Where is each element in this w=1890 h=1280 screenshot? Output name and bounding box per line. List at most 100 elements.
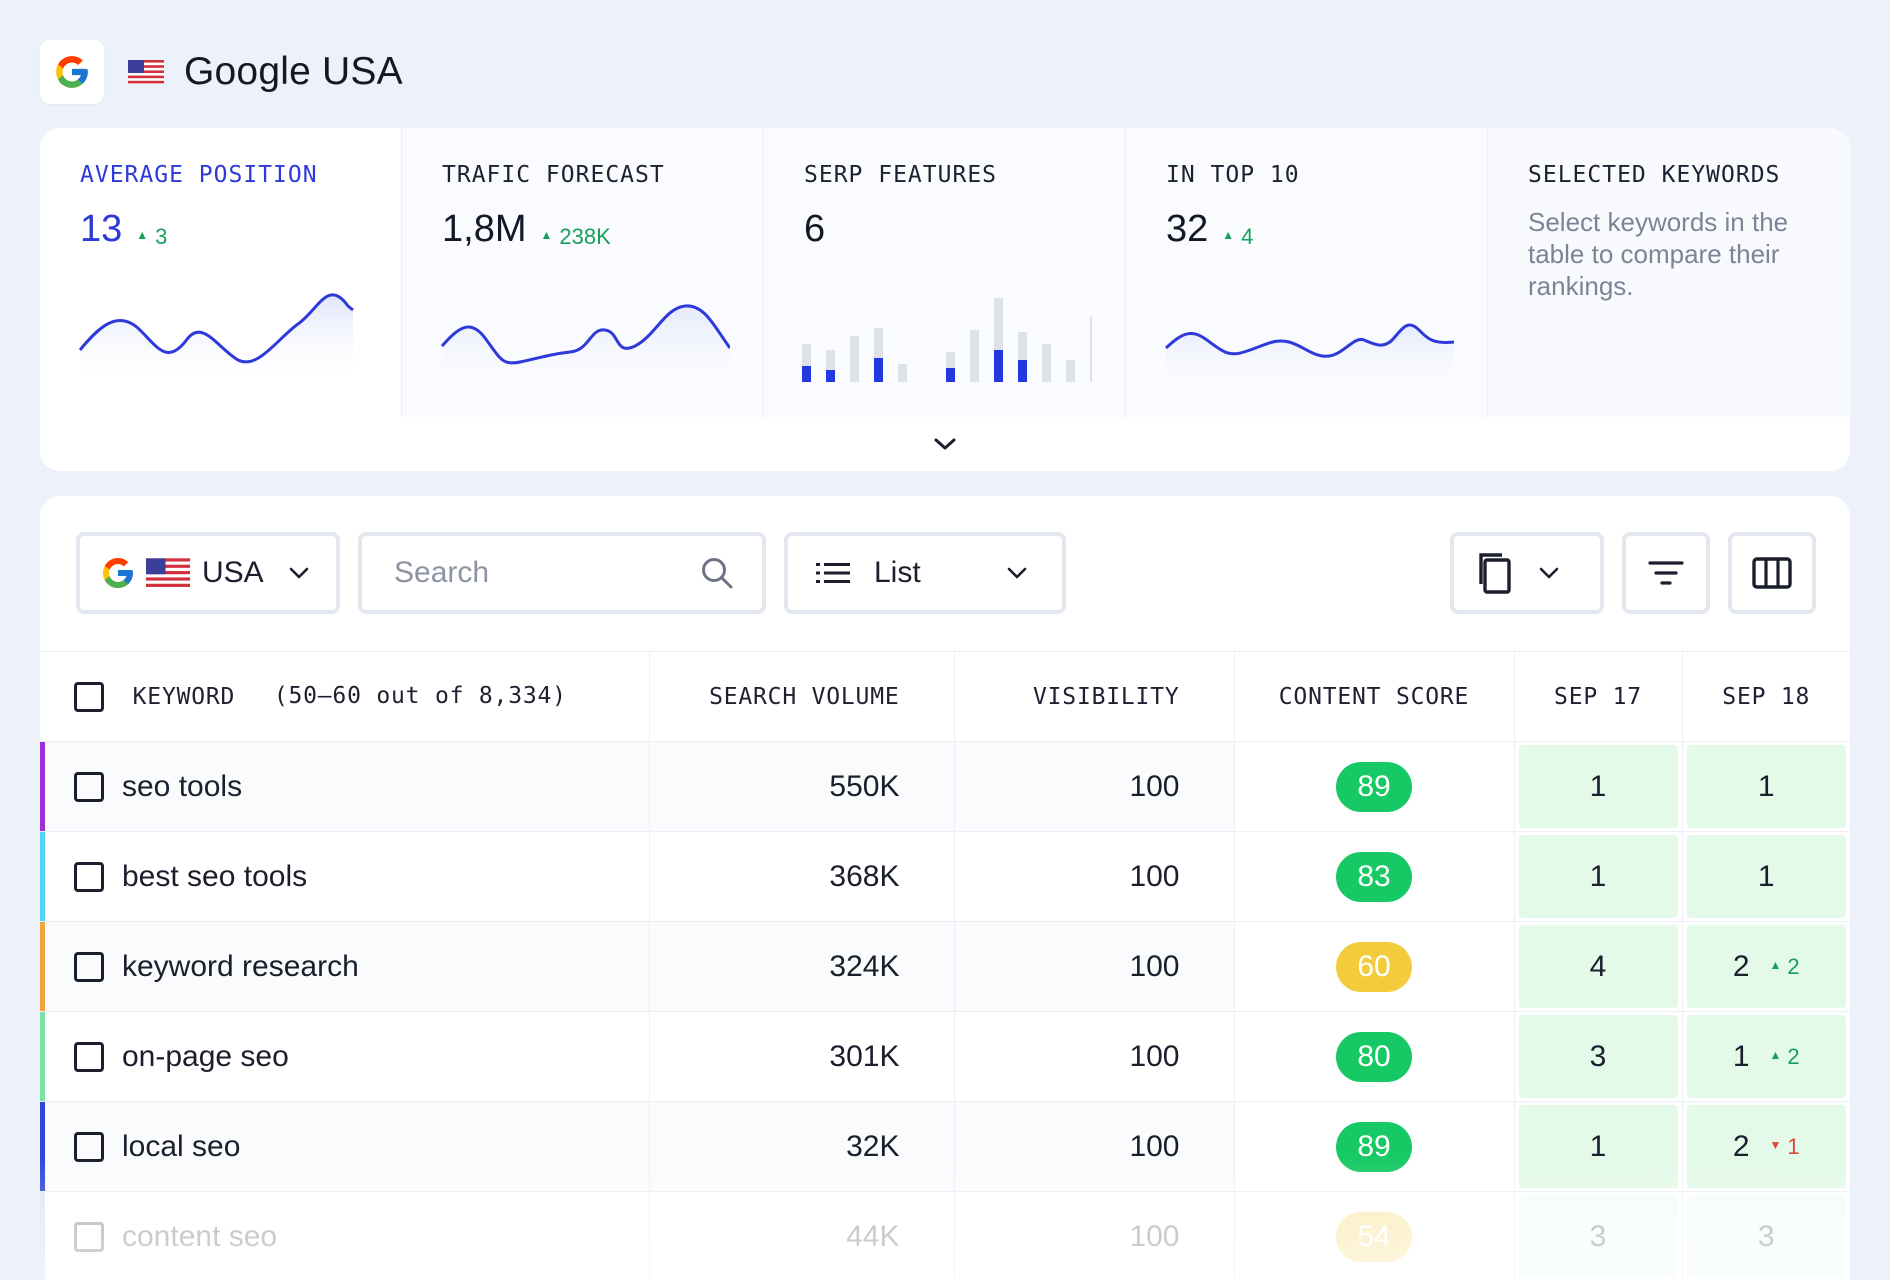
keyword-text: on-page seo [122, 1040, 289, 1074]
triangle-up-icon: ▲ [540, 228, 553, 242]
search-icon[interactable] [700, 556, 734, 590]
rank-sep-18-cell: 2 ▲ 2 [1682, 921, 1850, 1012]
copy-button[interactable] [1450, 532, 1604, 614]
content-score-cell: 83 [1234, 831, 1515, 922]
filter-icon [1648, 561, 1684, 585]
content-score-badge: 60 [1336, 941, 1412, 992]
search-input[interactable]: Search [358, 532, 766, 614]
keyword-cell: best seo tools [40, 831, 650, 922]
select-all-checkbox[interactable] [74, 681, 104, 712]
rank-value: 3 [1757, 1219, 1775, 1253]
stat-delta: ▲ 4 [1222, 224, 1254, 249]
table-row[interactable]: seo tools 550K 100 89 1 1 [40, 741, 1850, 832]
rank-sep-18-cell: 1 ▲ 2 [1682, 1011, 1850, 1102]
rank-sep-18-cell: 2 ▼ 1 [1682, 1101, 1850, 1192]
page-header: Google USA [40, 40, 403, 104]
triangle-up-icon: ▲ [136, 228, 149, 242]
search-volume-cell: 550K [649, 741, 955, 832]
rank-sep-17-cell: 3 [1514, 1011, 1683, 1102]
rank-change: ▼ 1 [1769, 1133, 1800, 1159]
rank-value: 1 [1589, 859, 1607, 893]
search-placeholder: Search [394, 556, 490, 589]
visibility-cell: 100 [954, 741, 1235, 832]
content-score-cell: 54 [1234, 1191, 1515, 1280]
column-sep-17[interactable]: SEP 17 [1514, 651, 1683, 742]
expand-stats-button[interactable] [40, 417, 1850, 471]
table-row[interactable]: best seo tools 368K 100 83 1 1 [40, 831, 1850, 922]
keyword-text: local seo [122, 1130, 241, 1164]
filter-button[interactable] [1622, 532, 1710, 614]
row-checkbox[interactable] [74, 862, 104, 893]
us-flag-icon [146, 558, 190, 588]
stat-in-top-10[interactable]: IN TOP 10 32 ▲ 4 [1126, 128, 1488, 417]
rank-sep-17-cell: 1 [1514, 831, 1683, 922]
keyword-cell: on-page seo [40, 1011, 650, 1102]
content-score-badge: 80 [1336, 1031, 1412, 1082]
rank-value: 3 [1589, 1219, 1607, 1253]
keyword-cell: local seo [40, 1101, 650, 1192]
traffic-forecast-sparkline [440, 304, 730, 388]
keyword-range: (50–60 out of 8,334) [273, 683, 567, 709]
rank-value: 1 [1757, 859, 1775, 893]
stat-traffic-forecast[interactable]: TRAFIC FORECAST 1,8M ▲ 238K [402, 128, 764, 417]
column-content-score[interactable]: CONTENT SCORE [1234, 651, 1515, 742]
rank-sep-18-cell: 1 [1682, 831, 1850, 922]
stat-label: SERP FEATURES [804, 162, 998, 188]
keywords-table: KEYWORD (50–60 out of 8,334) SEARCH VOLU… [40, 651, 1850, 1280]
content-score-cell: 89 [1234, 1101, 1515, 1192]
keyword-color-marker [40, 1102, 45, 1191]
search-volume-cell: 368K [649, 831, 955, 922]
search-engine-select[interactable]: USA [76, 532, 340, 614]
content-score-badge: 83 [1336, 851, 1412, 902]
search-volume-cell: 32K [649, 1101, 955, 1192]
row-checkbox[interactable] [74, 1042, 104, 1073]
stat-value: 6 [804, 208, 826, 250]
rank-value: 1 [1589, 769, 1607, 803]
rank-value: 1 [1732, 1039, 1750, 1073]
google-icon [40, 40, 104, 104]
stat-serp-features[interactable]: SERP FEATURES 6 [764, 128, 1126, 417]
table-row[interactable]: keyword research 324K 100 60 4 2 ▲ 2 [40, 921, 1850, 1012]
column-sep-18[interactable]: SEP 18 [1682, 651, 1850, 742]
columns-icon [1752, 557, 1792, 589]
view-mode-select[interactable]: List [784, 532, 1066, 614]
stats-panel: AVERAGE POSITION 13 ▲ 3 TRAFIC FORECAST 1… [40, 128, 1850, 471]
keyword-text: keyword research [122, 950, 359, 984]
triangle-up-icon: ▲ [1769, 1047, 1782, 1062]
table-row[interactable]: on-page seo 301K 100 80 3 1 ▲ 2 [40, 1011, 1850, 1102]
view-mode-label: List [874, 556, 921, 589]
stat-average-position[interactable]: AVERAGE POSITION 13 ▲ 3 [40, 128, 402, 417]
stat-label: AVERAGE POSITION [80, 162, 318, 188]
keyword-cell: keyword research [40, 921, 650, 1012]
table-toolbar: USA Search [40, 532, 1850, 614]
row-checkbox[interactable] [74, 1132, 104, 1163]
row-checkbox[interactable] [74, 952, 104, 983]
rank-sep-17-cell: 1 [1514, 1101, 1683, 1192]
visibility-cell: 100 [954, 831, 1235, 922]
visibility-cell: 100 [954, 1011, 1235, 1102]
row-checkbox[interactable] [74, 1222, 104, 1253]
content-score-cell: 89 [1234, 741, 1515, 832]
row-checkbox[interactable] [74, 772, 104, 803]
serp-features-bar-chart [802, 298, 1092, 382]
column-visibility[interactable]: VISIBILITY [954, 651, 1235, 742]
triangle-up-icon: ▲ [1222, 228, 1235, 242]
table-row[interactable]: local seo 32K 100 89 1 2 ▼ 1 [40, 1101, 1850, 1192]
google-icon [103, 558, 133, 588]
chevron-down-icon [1539, 567, 1559, 579]
stat-description: Select keywords in the table to compare … [1528, 207, 1789, 301]
rank-change: ▲ 2 [1769, 953, 1800, 979]
rank-sep-18-cell: 3 [1682, 1191, 1850, 1280]
rank-sep-17-cell: 4 [1514, 921, 1683, 1012]
stat-selected-keywords: SELECTED KEYWORDS Select keywords in the… [1488, 128, 1850, 417]
keywords-panel: USA Search [40, 496, 1850, 1280]
column-keyword[interactable]: KEYWORD (50–60 out of 8,334) [40, 651, 650, 742]
visibility-cell: 100 [954, 921, 1235, 1012]
search-volume-cell: 301K [649, 1011, 955, 1102]
table-row[interactable]: content seo 44K 100 54 3 3 [40, 1191, 1850, 1280]
keyword-color-marker [40, 1192, 45, 1280]
columns-button[interactable] [1728, 532, 1816, 614]
triangle-down-icon: ▼ [1769, 1137, 1782, 1152]
column-search-volume[interactable]: SEARCH VOLUME [649, 651, 955, 742]
keyword-color-marker [40, 742, 45, 831]
